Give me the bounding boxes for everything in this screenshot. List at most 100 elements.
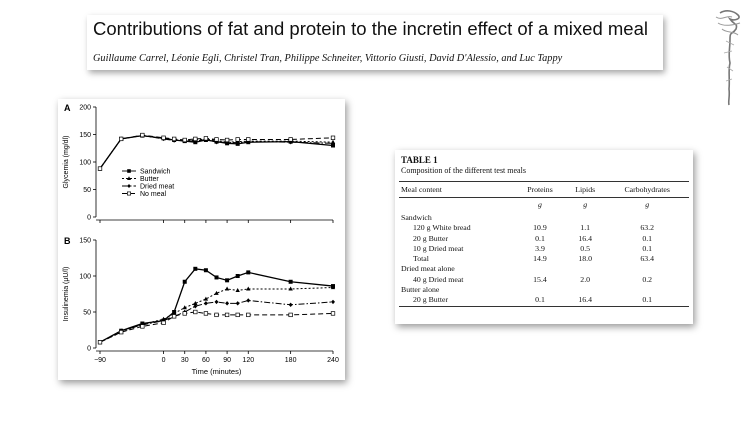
table-row-label: 20 g Butter xyxy=(399,295,515,307)
y-tick-label: 100 xyxy=(79,274,91,281)
data-point-butter xyxy=(330,285,336,290)
table-cell xyxy=(605,285,689,295)
table-cell: 0.1 xyxy=(515,295,565,307)
data-point-no-meal xyxy=(224,137,230,143)
table-cell xyxy=(605,264,689,274)
x-tick-label: 240 xyxy=(327,357,339,364)
table-row-label: Sandwich xyxy=(401,213,432,222)
table-cell xyxy=(565,213,605,223)
decorative-figure-icon xyxy=(715,10,741,106)
table-row-label: Butter alone xyxy=(401,285,440,295)
data-point-no-meal xyxy=(97,166,103,171)
table-cell xyxy=(565,264,605,274)
table-cell: 0.1 xyxy=(642,243,653,253)
data-point-no-meal xyxy=(97,340,103,345)
data-point-dried-meat xyxy=(225,301,230,306)
data-point-no-meal xyxy=(235,312,240,318)
data-point-no-meal xyxy=(119,136,124,142)
composition-table-panel: TABLE 1 Composition of the different tes… xyxy=(395,150,693,324)
series-line-dried-meat xyxy=(99,299,334,343)
x-axis-label: Time (minutes) xyxy=(192,367,242,376)
legend-label: No meal xyxy=(140,191,167,198)
data-point-no-meal xyxy=(203,311,209,316)
table-cell: 18.0 xyxy=(578,254,592,264)
legend-label: Butter xyxy=(140,176,159,183)
data-point-no-meal xyxy=(235,137,240,142)
data-point-dried-meat xyxy=(331,299,335,305)
data-point-no-meal xyxy=(182,137,187,143)
data-point-butter xyxy=(224,286,230,291)
table-cell xyxy=(605,213,689,223)
data-point-sandwich xyxy=(235,274,240,278)
table-row: Dried meat alone xyxy=(399,264,689,274)
data-point-no-meal xyxy=(246,137,251,142)
table-cell: 2.0 xyxy=(580,274,591,284)
table-row-label: 20 g Butter xyxy=(413,233,449,243)
data-point-sandwich xyxy=(182,279,187,284)
series-line-sandwich xyxy=(99,268,334,343)
data-point-sandwich xyxy=(246,270,251,275)
table-row: 120 g White bread 10.9 1.1 63.2 xyxy=(399,223,689,233)
legend-marker xyxy=(127,169,131,173)
y-tick-label: 150 xyxy=(79,238,91,245)
table-row: Butter alone xyxy=(399,285,689,295)
data-point-no-meal xyxy=(214,137,219,142)
data-point-no-meal xyxy=(171,136,177,142)
data-point-dried-meat xyxy=(214,299,219,305)
legend-label: Dried meat xyxy=(140,184,174,191)
paper-authors: Guillaume Carrel, Léonie Egli, Christel … xyxy=(93,53,563,64)
data-point-no-meal xyxy=(140,324,145,329)
y-tick-label: 150 xyxy=(79,132,91,139)
data-point-sandwich xyxy=(214,275,219,280)
y-tick-label: 100 xyxy=(79,160,91,167)
data-point-dried-meat xyxy=(225,140,230,145)
data-point-no-meal xyxy=(193,136,198,142)
y-axis-label: Glycemia (mg/dl) xyxy=(63,136,70,189)
table-row-label: 40 g Dried meat xyxy=(413,274,464,284)
series-line-butter xyxy=(99,287,334,343)
table-row-label: 10 g Dried meat xyxy=(413,243,464,253)
table-row: 40 g Dried meat 15.4 2.0 0.2 xyxy=(399,275,689,285)
table-row: 20 g Butter 0.1 16.4 0.1 xyxy=(399,234,689,244)
table-cell xyxy=(515,264,565,274)
x-tick-label: −90 xyxy=(94,357,106,364)
table-cell: 14.9 xyxy=(533,254,547,264)
table-cell: 16.4 xyxy=(564,295,606,307)
data-point-dried-meat xyxy=(331,141,335,146)
table-header-cell: Proteins xyxy=(515,181,565,198)
paper-title: Contributions of fat and protein to the … xyxy=(93,18,648,39)
table-unit-cell: g xyxy=(645,200,650,210)
data-point-sandwich xyxy=(193,266,198,271)
x-tick-label: 60 xyxy=(202,357,210,364)
table-header-row: Meal content Proteins Lipids Carbohydrates xyxy=(399,181,689,198)
table-row: 20 g Butter 0.1 16.4 0.1 xyxy=(399,295,689,307)
data-point-no-meal xyxy=(330,311,336,316)
data-point-butter xyxy=(193,300,198,305)
data-point-dried-meat xyxy=(246,298,251,303)
table-cell: 15.4 xyxy=(533,274,547,284)
table-unit-cell: g xyxy=(583,200,588,210)
data-point-butter xyxy=(203,296,209,301)
table-row: Total 14.9 18.0 63.4 xyxy=(399,254,689,264)
table-unit-cell xyxy=(399,198,515,214)
x-tick-label: 0 xyxy=(162,357,166,364)
table-header-cell: Carbohydrates xyxy=(605,181,689,198)
y-tick-label: 0 xyxy=(87,346,91,353)
panel-letter: A xyxy=(64,103,71,113)
table-header-cell: Meal content xyxy=(399,181,515,198)
data-point-no-meal xyxy=(288,137,293,142)
data-point-no-meal xyxy=(214,312,219,318)
data-point-dried-meat xyxy=(193,304,198,309)
data-point-no-meal xyxy=(193,309,198,315)
data-point-no-meal xyxy=(119,330,124,335)
data-point-no-meal xyxy=(330,135,336,140)
y-tick-label: 50 xyxy=(83,310,91,317)
y-axis-label: Insulinemia (µU/l) xyxy=(63,267,70,322)
data-point-butter xyxy=(182,305,187,310)
data-point-butter xyxy=(235,288,240,292)
y-tick-label: 50 xyxy=(83,187,91,194)
table-cell: 0.1 xyxy=(605,295,689,307)
x-tick-label: 120 xyxy=(242,357,254,364)
figure-panel: A 0 50 100 150 200 Glycemia (mg/dl) B 0 50 100 150 I… xyxy=(58,99,345,380)
data-point-no-meal xyxy=(246,312,251,318)
